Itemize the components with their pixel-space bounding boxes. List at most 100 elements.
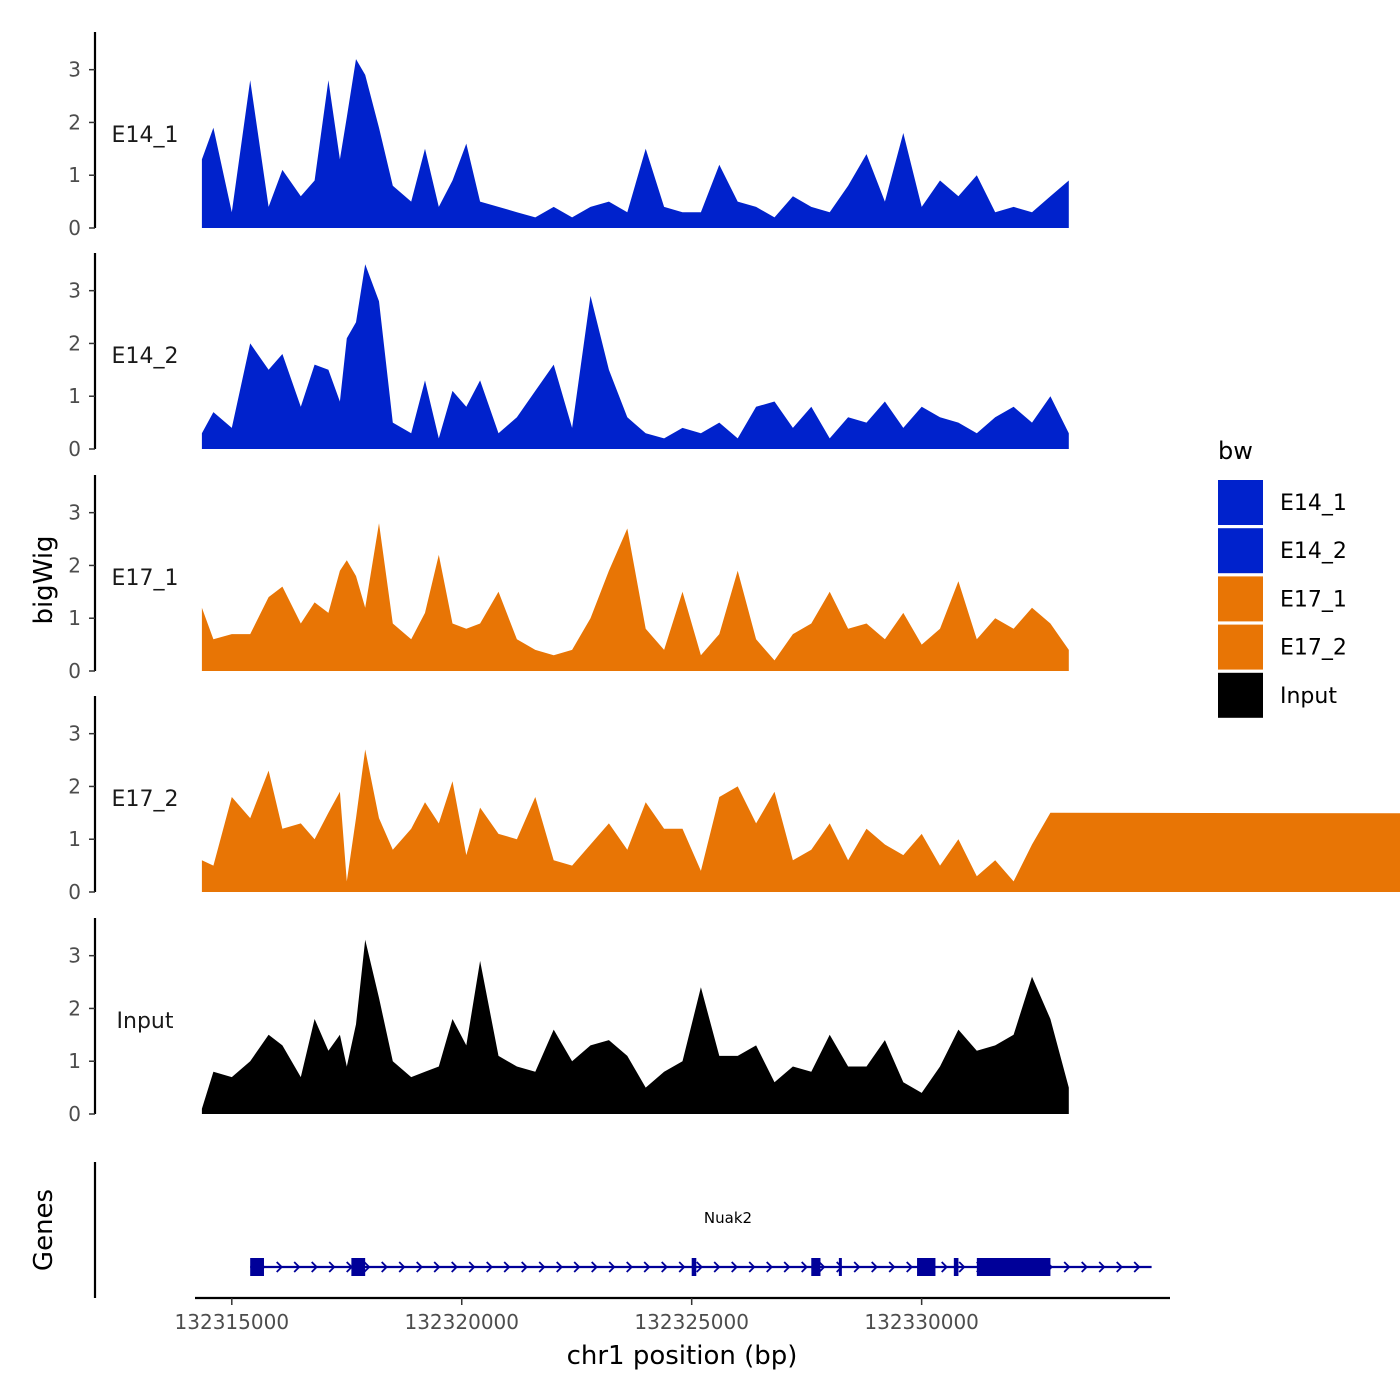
y-tick-label: 1 bbox=[68, 1049, 81, 1073]
exon-block bbox=[691, 1258, 697, 1276]
track-panel-e17_1: 0 1 2 3 E17_1 bbox=[68, 475, 1069, 683]
strand-arrow bbox=[363, 1261, 371, 1273]
strand-arrow bbox=[293, 1261, 301, 1273]
exon-block bbox=[976, 1258, 1051, 1276]
legend-label: E17_2 bbox=[1280, 636, 1347, 661]
y-tick-label: 2 bbox=[68, 110, 81, 134]
y-tick-label: 1 bbox=[68, 163, 81, 187]
gene-model-nuak2 bbox=[250, 1258, 1152, 1276]
legend-swatch-e14_2 bbox=[1218, 528, 1263, 574]
strand-arrow bbox=[731, 1261, 738, 1273]
x-axis-title: chr1 position (bp) bbox=[567, 1341, 798, 1371]
strand-arrow bbox=[783, 1261, 791, 1273]
strand-arrow bbox=[468, 1261, 476, 1273]
strand-arrow bbox=[1116, 1261, 1123, 1273]
legend-swatch-e17_1 bbox=[1218, 576, 1263, 622]
strand-arrow bbox=[451, 1261, 458, 1273]
exon-block bbox=[811, 1258, 821, 1276]
strand-arrow bbox=[643, 1261, 651, 1273]
strand-arrow bbox=[608, 1261, 616, 1273]
area-series-e14_2 bbox=[201, 264, 1069, 449]
legend-items: E14_1 E14_2 E17_1 E17_2 Input bbox=[1218, 480, 1347, 718]
exon-block bbox=[917, 1258, 936, 1276]
gene-track-y-axis-title: Genes bbox=[29, 1189, 59, 1271]
strand-arrow bbox=[573, 1261, 581, 1273]
area-series-input bbox=[201, 939, 1069, 1114]
y-tick-label: 3 bbox=[68, 722, 81, 746]
track-label: E14_2 bbox=[112, 344, 179, 369]
strand-arrow bbox=[521, 1261, 528, 1273]
gene-name-label: Nuak2 bbox=[704, 1209, 752, 1227]
strand-arrow bbox=[906, 1261, 913, 1273]
strand-arrow bbox=[416, 1261, 423, 1273]
strand-arrow bbox=[801, 1261, 808, 1273]
track-panel-e14_1: 0 1 2 3 E14_1 bbox=[68, 32, 1069, 240]
strand-arrow bbox=[958, 1261, 966, 1273]
strand-arrow bbox=[853, 1261, 861, 1273]
strand-arrow bbox=[713, 1261, 721, 1273]
y-tick-label: 3 bbox=[68, 501, 81, 525]
strand-arrow bbox=[1098, 1261, 1106, 1273]
exon-block bbox=[838, 1258, 842, 1276]
y-tick-label: 1 bbox=[68, 606, 81, 630]
y-tick-label: 2 bbox=[68, 331, 81, 355]
area-series-e17_1 bbox=[201, 523, 1069, 671]
area-series-e14_1 bbox=[201, 59, 1069, 228]
y-tick-label: 2 bbox=[68, 553, 81, 577]
strand-arrow bbox=[626, 1261, 633, 1273]
strand-arrow bbox=[398, 1261, 406, 1273]
strand-arrow bbox=[818, 1261, 826, 1273]
x-tick-label: 132320000 bbox=[404, 1310, 519, 1334]
legend-label: E14_2 bbox=[1280, 539, 1347, 564]
strand-arrow bbox=[1133, 1261, 1141, 1273]
track-panel-e17_2: 0 1 2 3 E17_2 bbox=[68, 696, 1400, 904]
legend-swatch-input bbox=[1218, 672, 1263, 718]
y-tick-label: 0 bbox=[68, 216, 81, 240]
legend-label: Input bbox=[1280, 684, 1337, 709]
strand-arrow bbox=[276, 1261, 283, 1273]
y-tick-label: 0 bbox=[68, 659, 81, 683]
y-tick-label: 3 bbox=[68, 58, 81, 82]
legend-title: bw bbox=[1218, 437, 1253, 465]
legend: bw E14_1 E14_2 E17_1 E17_2 Input bbox=[1218, 437, 1347, 718]
strand-arrow bbox=[311, 1261, 318, 1273]
exon-block bbox=[250, 1258, 264, 1276]
exon-block bbox=[351, 1258, 366, 1276]
strand-arrow bbox=[328, 1261, 336, 1273]
track-label: E17_2 bbox=[112, 787, 179, 812]
strand-arrow bbox=[1063, 1261, 1071, 1273]
legend-label: E17_1 bbox=[1280, 587, 1347, 612]
track-label: E17_1 bbox=[112, 566, 179, 591]
track-label: Input bbox=[117, 1009, 174, 1034]
strand-arrow bbox=[871, 1261, 878, 1273]
y-tick-label: 1 bbox=[68, 384, 81, 408]
strand-arrow bbox=[766, 1261, 773, 1273]
x-tick-label: 132325000 bbox=[634, 1310, 749, 1334]
y-axis-title: bigWig bbox=[29, 535, 59, 624]
legend-swatch-e17_2 bbox=[1218, 624, 1263, 670]
legend-swatch-e14_1 bbox=[1218, 480, 1263, 525]
x-axis: 132315000 132320000 132325000 132330000 chr… bbox=[175, 1296, 1170, 1371]
y-tick-label: 2 bbox=[68, 996, 81, 1020]
strand-arrow bbox=[888, 1261, 896, 1273]
strand-arrow bbox=[1081, 1261, 1088, 1273]
track-label: E14_1 bbox=[112, 123, 179, 148]
strand-arrow bbox=[591, 1261, 598, 1273]
y-tick-label: 0 bbox=[68, 880, 81, 904]
strand-arrow bbox=[503, 1261, 511, 1273]
strand-arrow bbox=[748, 1261, 756, 1273]
strand-arrow bbox=[556, 1261, 563, 1273]
strand-arrow bbox=[486, 1261, 493, 1273]
gene-track: Genes Nuak2 bbox=[29, 1162, 1152, 1298]
y-tick-label: 1 bbox=[68, 827, 81, 851]
x-axis-ticks: 132315000 132320000 132325000 132330000 bbox=[175, 1298, 979, 1334]
track-panel-input: 0 1 2 3 Input bbox=[68, 918, 1069, 1126]
track-panels: 0 1 2 3 E14_1 0 1 2 3 E14_2 0 1 2 3 E17_1 0 1 2 3 E17_2 0 1 2 3… bbox=[68, 32, 1400, 1126]
strand-arrow bbox=[678, 1261, 686, 1273]
y-tick-label: 2 bbox=[68, 774, 81, 798]
x-tick-label: 132330000 bbox=[864, 1310, 979, 1334]
y-tick-label: 0 bbox=[68, 437, 81, 461]
strand-arrow bbox=[433, 1261, 441, 1273]
strand-arrow bbox=[696, 1261, 703, 1273]
